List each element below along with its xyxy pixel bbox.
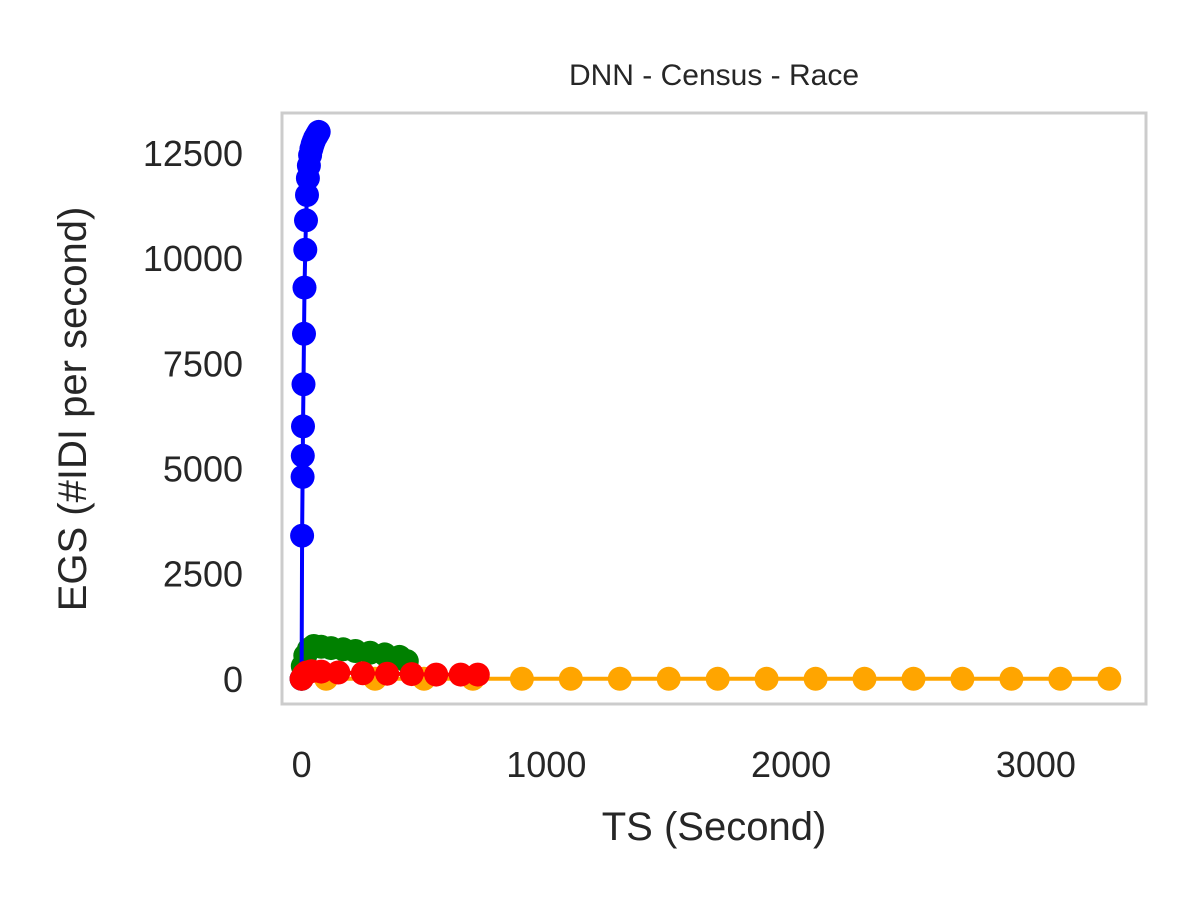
series-2-point	[291, 414, 315, 439]
series-2-point	[291, 372, 316, 397]
series-3-point	[350, 661, 375, 686]
series-3-point	[375, 661, 400, 686]
series-0-point	[656, 666, 681, 691]
series-2-point	[293, 237, 318, 262]
series-2-point	[294, 208, 318, 233]
series-0-point	[607, 666, 632, 691]
x-tick-label: 0	[292, 744, 312, 785]
series-0-point	[950, 666, 975, 691]
series-3-point	[448, 662, 473, 687]
y-tick-label: 7500	[163, 343, 243, 384]
plot-area	[289, 119, 1122, 691]
series-3	[289, 659, 490, 691]
series-2-point	[292, 321, 316, 346]
series-0-point	[852, 666, 877, 691]
plot-frame	[280, 111, 1148, 706]
series-0-point	[1048, 666, 1073, 691]
series-2	[289, 119, 331, 691]
chart-title: DNN - Census - Race	[569, 59, 859, 92]
y-tick-label: 5000	[163, 448, 243, 489]
x-tick-label: 2000	[751, 744, 831, 785]
series-0-point	[705, 666, 730, 691]
series-3-point	[465, 662, 490, 687]
series-0-point	[803, 666, 828, 691]
series-0-point	[509, 666, 534, 691]
series-0-point	[999, 666, 1024, 691]
y-tick-label: 0	[223, 659, 243, 700]
x-tick-label: 3000	[996, 744, 1076, 785]
y-axis-ticks: 0 2500 5000 7500 10000 12500	[143, 133, 243, 700]
series-2-point	[290, 443, 315, 468]
y-tick-label: 2500	[163, 554, 243, 595]
series-2-point	[290, 464, 315, 489]
series-0-point	[558, 666, 583, 691]
series-0-point	[754, 666, 779, 691]
series-2-point	[292, 275, 317, 300]
series-3-point	[326, 660, 351, 685]
series-0-point	[1097, 666, 1122, 691]
x-axis-label: TS (Second)	[602, 805, 827, 849]
x-tick-label: 1000	[506, 744, 586, 785]
series-3-point	[399, 662, 424, 687]
series-2-point	[290, 523, 315, 548]
series-3-point	[309, 659, 334, 684]
y-axis-label: EGS (#IDI per second)	[51, 207, 95, 612]
y-tick-label: 12500	[143, 133, 243, 174]
y-tick-label: 10000	[143, 238, 243, 279]
series-0-point	[901, 666, 926, 691]
x-axis-ticks: 0 1000 2000 3000	[292, 744, 1076, 785]
series-3-point	[424, 662, 449, 687]
series-2-point	[306, 119, 331, 144]
